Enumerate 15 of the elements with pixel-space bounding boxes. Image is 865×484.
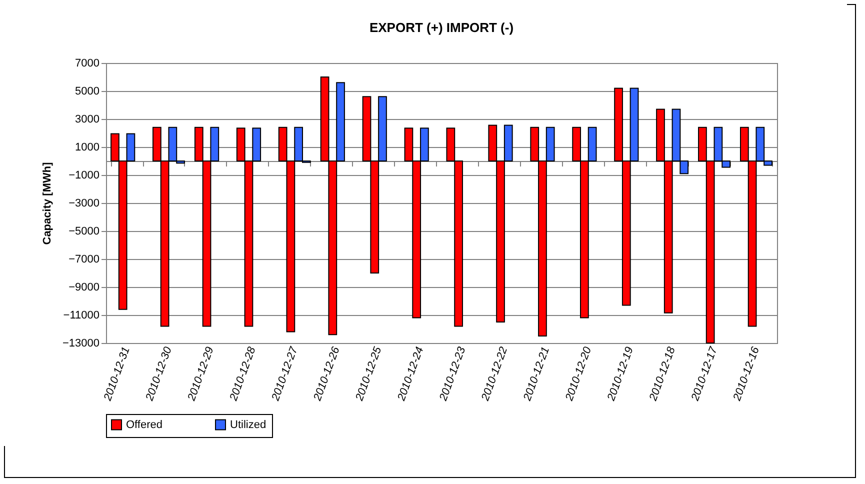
y-tick-label: −5000 [68,226,100,238]
y-tick-label: 1000 [75,142,100,154]
legend-label: Utilized [230,418,266,431]
y-tick-label: −13000 [62,338,100,350]
y-tick-label: −9000 [68,282,100,294]
y-tick-label: 7000 [75,58,100,70]
y-tick-label: 3000 [75,114,100,126]
legend-label: Offered [126,418,162,431]
y-tick-label: −1000 [68,170,100,182]
chart-title: EXPORT (+) IMPORT (-) [369,20,514,35]
y-tick-label: −7000 [68,254,100,266]
y-axis-title: Capacity [MWh] [41,162,54,245]
y-tick-label: −3000 [68,198,100,210]
y-tick-label: −11000 [63,310,100,322]
y-tick-label: 5000 [75,86,100,98]
